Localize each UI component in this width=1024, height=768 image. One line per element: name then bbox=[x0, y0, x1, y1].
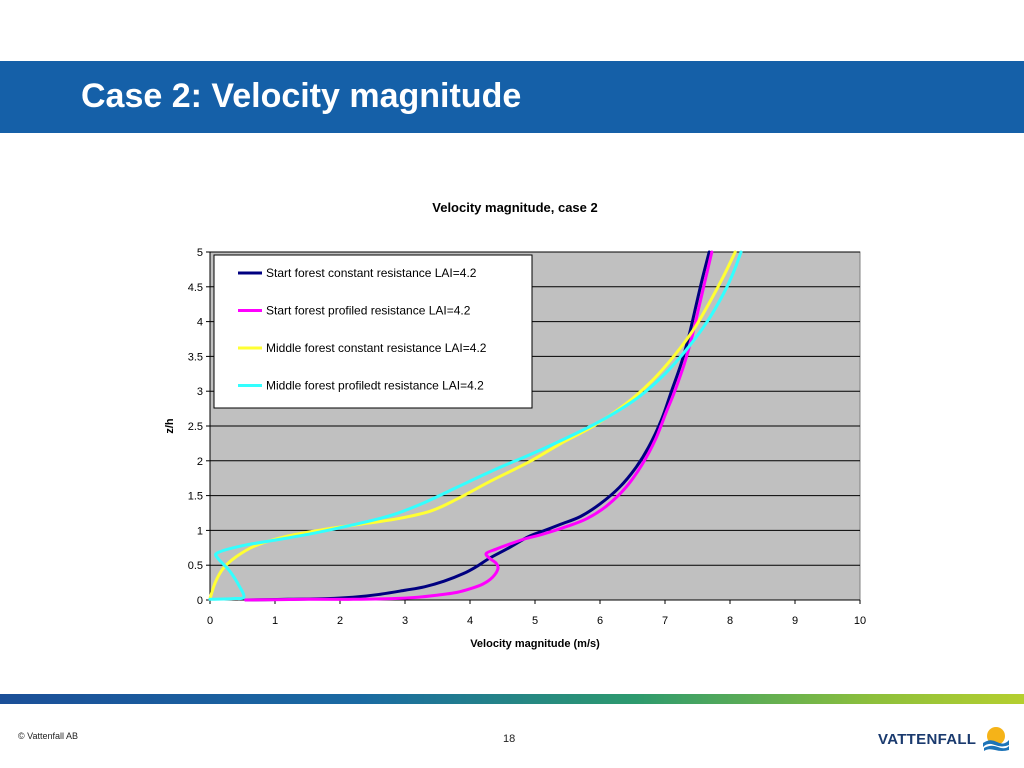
brand: VATTENFALL bbox=[878, 727, 1010, 751]
x-tick-label: 7 bbox=[662, 615, 668, 627]
legend-entry-label: Middle forest profiledt resistance LAI=4… bbox=[266, 379, 484, 393]
y-tick-label: 3.5 bbox=[188, 351, 203, 363]
y-tick-label: 1 bbox=[197, 525, 203, 537]
y-tick-label: 2 bbox=[197, 456, 203, 468]
y-tick-label: 5 bbox=[197, 247, 203, 259]
x-tick-label: 2 bbox=[337, 615, 343, 627]
chart-title: Velocity magnitude, case 2 bbox=[432, 200, 597, 215]
y-axis-label: z/h bbox=[164, 418, 176, 434]
y-tick-label: 3 bbox=[197, 386, 203, 398]
x-tick-label: 6 bbox=[597, 615, 603, 627]
page-title: Case 2: Velocity magnitude bbox=[81, 77, 522, 115]
x-tick-label: 8 bbox=[727, 615, 733, 627]
legend-entry-label: Start forest constant resistance LAI=4.2 bbox=[266, 266, 477, 280]
copyright: © Vattenfall AB bbox=[18, 731, 78, 741]
series-line-3 bbox=[208, 250, 737, 601]
page-number: 18 bbox=[503, 733, 516, 745]
x-tick-label: 3 bbox=[402, 615, 408, 627]
x-axis-label: Velocity magnitude (m/s) bbox=[470, 638, 600, 650]
series-lines bbox=[208, 250, 743, 602]
y-tick-label: 4.5 bbox=[188, 282, 203, 294]
x-tick-label: 4 bbox=[467, 615, 473, 627]
brand-name: VATTENFALL bbox=[878, 730, 977, 748]
x-tick-label: 5 bbox=[532, 615, 538, 627]
footer-stripe bbox=[0, 694, 1024, 704]
y-tick-label: 0 bbox=[197, 595, 203, 607]
vattenfall-sun-wave-icon bbox=[983, 727, 1010, 751]
x-tick-label: 9 bbox=[792, 615, 798, 627]
series-line-1 bbox=[244, 250, 711, 602]
legend-entry-label: Middle forest constant resistance LAI=4.… bbox=[266, 341, 487, 355]
axis-ticks: 0 0.5 1 1.5 2 2.5 3 3.5 4 4.5 5 0 1 2 3 4 5 6 7 8 9 10 bbox=[188, 247, 866, 627]
y-tick-label: 0.5 bbox=[188, 560, 203, 572]
x-tick-label: 10 bbox=[854, 615, 866, 627]
legend: Start forest constant resistance LAI=4.2… bbox=[213, 254, 533, 409]
series-line-2 bbox=[244, 250, 714, 602]
y-tick-label: 1.5 bbox=[188, 491, 203, 503]
legend-box bbox=[213, 254, 533, 409]
header-band bbox=[0, 61, 1024, 133]
legend-entry-label: Start forest profiled resistance LAI=4.2 bbox=[266, 304, 471, 318]
y-tick-label: 4 bbox=[197, 317, 203, 329]
x-tick-label: 0 bbox=[207, 615, 213, 627]
y-tick-label: 2.5 bbox=[188, 421, 203, 433]
series-line-4 bbox=[208, 250, 743, 601]
x-tick-label: 1 bbox=[272, 615, 278, 627]
